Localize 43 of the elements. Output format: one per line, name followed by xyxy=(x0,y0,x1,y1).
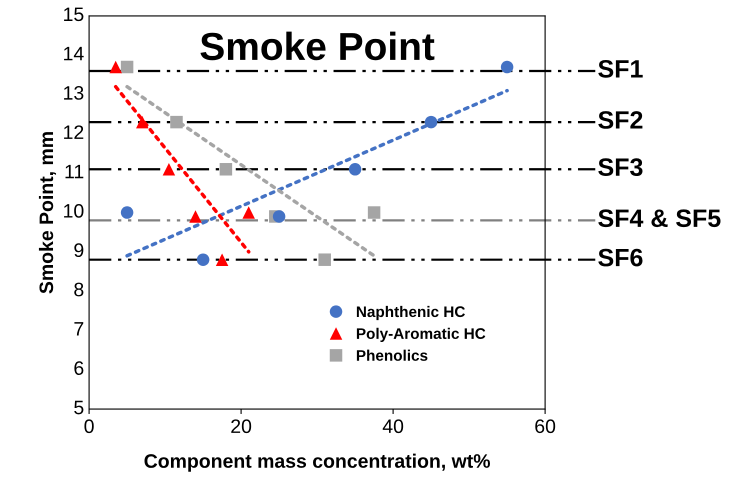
y-tick-label: 15 xyxy=(64,8,84,22)
point xyxy=(368,206,380,219)
point xyxy=(109,60,122,74)
point xyxy=(170,116,183,128)
y-tick-label: 9 xyxy=(74,243,84,258)
chart-title: Smoke Point xyxy=(200,32,434,60)
point xyxy=(242,206,255,219)
ref-line-label: SF2 xyxy=(598,111,642,129)
point xyxy=(220,163,232,176)
point xyxy=(189,210,202,223)
y-tick-label: 11 xyxy=(66,164,84,178)
legend-label: Poly-Aromatic HC xyxy=(356,328,486,342)
x-axis-title: Component mass concentration, wt% xyxy=(144,454,490,472)
y-tick-label: 14 xyxy=(64,46,84,60)
y-tick-label: 10 xyxy=(64,204,84,218)
ref-line-label: SF1 xyxy=(598,60,643,78)
y-axis-title: Smoke Point, mm xyxy=(38,132,56,294)
point xyxy=(500,60,514,74)
y-tick-label: 6 xyxy=(74,361,84,376)
y-tick-label: 13 xyxy=(64,86,84,100)
point xyxy=(136,116,149,128)
y-tick-label: 5 xyxy=(74,400,84,414)
x-tick-label: 20 xyxy=(231,419,252,434)
y-tick-label: 7 xyxy=(74,322,84,336)
x-tick-label: 60 xyxy=(535,419,556,434)
point xyxy=(196,253,210,266)
point xyxy=(162,163,176,176)
legend-label: Naphthenic HC xyxy=(356,306,465,320)
point xyxy=(216,253,228,266)
x-tick-label: 40 xyxy=(382,419,404,434)
point xyxy=(318,253,331,266)
ref-line-label: SF3 xyxy=(598,158,642,176)
point xyxy=(120,60,134,74)
ref-line-label: SF4 & SF5 xyxy=(598,209,720,228)
x-tick-label: 0 xyxy=(84,419,94,434)
point xyxy=(272,210,286,223)
point xyxy=(120,206,134,219)
point xyxy=(424,116,438,128)
legend-label: Phenolics xyxy=(356,350,428,361)
point xyxy=(348,163,362,176)
y-tick-label: 8 xyxy=(74,282,84,296)
y-tick-label: 12 xyxy=(64,125,84,139)
ref-line-label: SF6 xyxy=(598,248,642,266)
